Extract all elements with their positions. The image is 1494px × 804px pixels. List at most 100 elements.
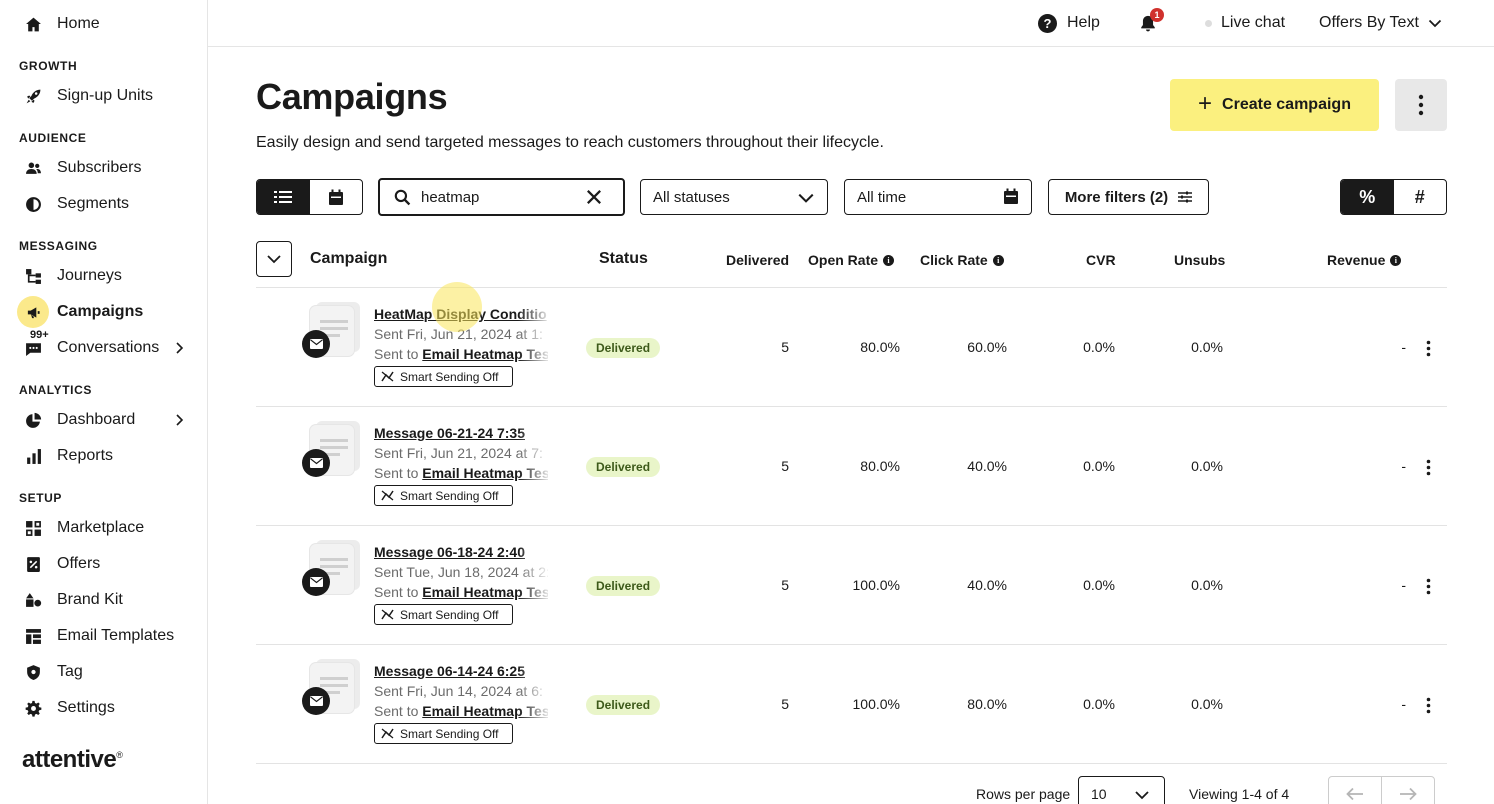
open-rate-value: 80.0% [860, 339, 900, 355]
smart-sending-label: Smart Sending Off [400, 726, 499, 741]
segment-link[interactable]: Email Heatmap Tes [422, 703, 548, 719]
sidebar-item-label: Offers [57, 555, 101, 572]
sidebar-item-home[interactable]: Home [0, 7, 207, 41]
sidebar-item-offers[interactable]: Offers [0, 547, 207, 581]
info-icon[interactable]: i [883, 254, 895, 266]
arrow-left-icon [1346, 787, 1363, 801]
smart-sending-label: Smart Sending Off [400, 369, 499, 384]
sidebar-item-reports[interactable]: Reports [0, 439, 207, 473]
more-vertical-icon [1426, 578, 1430, 594]
sidebar-item-subscribers[interactable]: Subscribers [0, 151, 207, 185]
column-header-campaign[interactable]: Campaign [310, 250, 388, 267]
sidebar-item-segments[interactable]: Segments [0, 187, 207, 221]
list-view-button[interactable] [257, 180, 310, 214]
delivered-value: 5 [781, 696, 789, 712]
status-badge: Delivered [586, 695, 661, 715]
next-page-button[interactable] [1381, 777, 1434, 804]
campaign-name-link[interactable]: Message 06-18-24 2:40 [374, 544, 525, 560]
page-subtitle: Easily design and send targeted messages… [256, 134, 884, 151]
table-row[interactable]: HeatMap Display Conditio Sent Fri, Jun 21… [256, 288, 1447, 407]
info-icon[interactable]: i [1390, 254, 1402, 266]
campaign-name-link[interactable]: Message 06-21-24 7:35 [374, 425, 525, 441]
campaign-audience: Sent to Email Heatmap Tes [374, 584, 548, 600]
row-more-button[interactable] [1419, 334, 1437, 362]
marketplace-icon [24, 519, 42, 537]
smart-sending-label: Smart Sending Off [400, 607, 499, 622]
email-icon [302, 568, 330, 596]
unsubs-value: 0.0% [1191, 577, 1223, 593]
sidebar-item-brand-kit[interactable]: Brand Kit [0, 583, 207, 617]
segment-link[interactable]: Email Heatmap Tes [422, 584, 548, 600]
help-icon: ? [1038, 13, 1057, 33]
expand-all-button[interactable] [256, 241, 292, 277]
delivered-value: 5 [781, 458, 789, 474]
list-icon [274, 191, 293, 203]
live-chat-button[interactable]: Live chat [1205, 11, 1285, 35]
column-header-delivered[interactable]: Delivered [726, 252, 790, 268]
account-menu[interactable]: Offers By Text [1319, 11, 1443, 35]
count-toggle[interactable]: # [1414, 186, 1425, 207]
open-rate-value: 100.0% [852, 577, 900, 593]
sidebar-item-journeys[interactable]: Journeys [0, 259, 207, 293]
rows-per-page-select[interactable]: 10 [1078, 776, 1165, 804]
page-more-button[interactable] [1395, 79, 1447, 131]
text-fade [518, 659, 552, 721]
smart-sending-tag: Smart Sending Off [374, 485, 513, 506]
brand-kit-icon [24, 591, 42, 609]
percent-toggle[interactable]: % [1341, 180, 1394, 214]
pie-chart-icon [24, 411, 42, 429]
sidebar-item-label: Reports [57, 447, 114, 464]
column-header-unsubs[interactable]: Unsubs [1174, 252, 1226, 268]
status-badge: Delivered [586, 576, 661, 596]
row-more-button[interactable] [1419, 691, 1437, 719]
date-filter[interactable]: All time [844, 179, 1032, 215]
sidebar-item-settings[interactable]: Settings [0, 691, 207, 725]
column-header-status[interactable]: Status [599, 250, 648, 267]
rows-per-page-value: 10 [1091, 786, 1107, 802]
status-dot [1205, 19, 1212, 27]
row-divider [256, 406, 1447, 407]
table-row[interactable]: Message 06-18-24 2:40 Sent Tue, Jun 18, 2… [256, 526, 1447, 645]
sidebar-item-campaigns[interactable]: Campaigns [0, 295, 207, 329]
campaign-sent-date: Sent Fri, Jun 14, 2024 at 6: [374, 683, 543, 699]
sidebar-item-label: Campaigns [57, 303, 144, 320]
column-header-label: Revenue [1327, 252, 1386, 268]
column-header-cvr[interactable]: CVR [1086, 252, 1116, 268]
segment-link[interactable]: Email Heatmap Tes [422, 346, 548, 362]
chat-icon [24, 339, 42, 357]
close-icon[interactable] [585, 188, 603, 206]
sidebar-item-marketplace[interactable]: Marketplace [0, 511, 207, 545]
column-header-revenue[interactable]: Revenue i [1327, 252, 1402, 268]
top-bar: ? Help Live chat Offers By Text [208, 0, 1494, 47]
status-filter[interactable]: All statuses [640, 179, 828, 215]
create-campaign-button[interactable]: + Create campaign [1170, 79, 1379, 131]
metric-unit-toggle: % # [1340, 179, 1447, 215]
row-more-button[interactable] [1419, 572, 1437, 600]
sidebar-item-email-templates[interactable]: Email Templates [0, 619, 207, 653]
row-divider [256, 525, 1447, 526]
sidebar-item-tag[interactable]: Tag [0, 655, 207, 689]
table-row[interactable]: Message 06-21-24 7:35 Sent Fri, Jun 21, 2… [256, 407, 1447, 526]
more-filters-button[interactable]: More filters (2) [1048, 179, 1209, 215]
column-header-click-rate[interactable]: Click Rate i [920, 252, 1004, 268]
segment-link[interactable]: Email Heatmap Tes [422, 465, 548, 481]
campaign-name-link[interactable]: Message 06-14-24 6:25 [374, 663, 525, 679]
people-icon [24, 159, 42, 177]
status-badge: Delivered [586, 457, 661, 477]
sidebar-item-conversations[interactable]: Conversations [0, 331, 207, 365]
rows-per-page-label: Rows per page [976, 786, 1071, 802]
sidebar-item-signup-units[interactable]: Sign-up Units [0, 79, 207, 113]
column-header-open-rate[interactable]: Open Rate i [808, 252, 895, 268]
help-button[interactable]: ? Help [1038, 11, 1100, 35]
sent-to-label: Sent to [374, 346, 419, 362]
table-row[interactable]: Message 06-14-24 6:25 Sent Fri, Jun 14, 2… [256, 645, 1447, 764]
calendar-view-button[interactable] [310, 180, 363, 214]
status-badge: Delivered [586, 338, 661, 358]
row-more-button[interactable] [1419, 453, 1437, 481]
previous-page-button[interactable] [1329, 777, 1381, 804]
search-input[interactable] [421, 188, 571, 206]
megaphone-icon [17, 296, 49, 328]
sidebar-item-dashboard[interactable]: Dashboard [0, 403, 207, 437]
click-rate-value: 80.0% [967, 696, 1007, 712]
info-icon[interactable]: i [992, 254, 1004, 266]
